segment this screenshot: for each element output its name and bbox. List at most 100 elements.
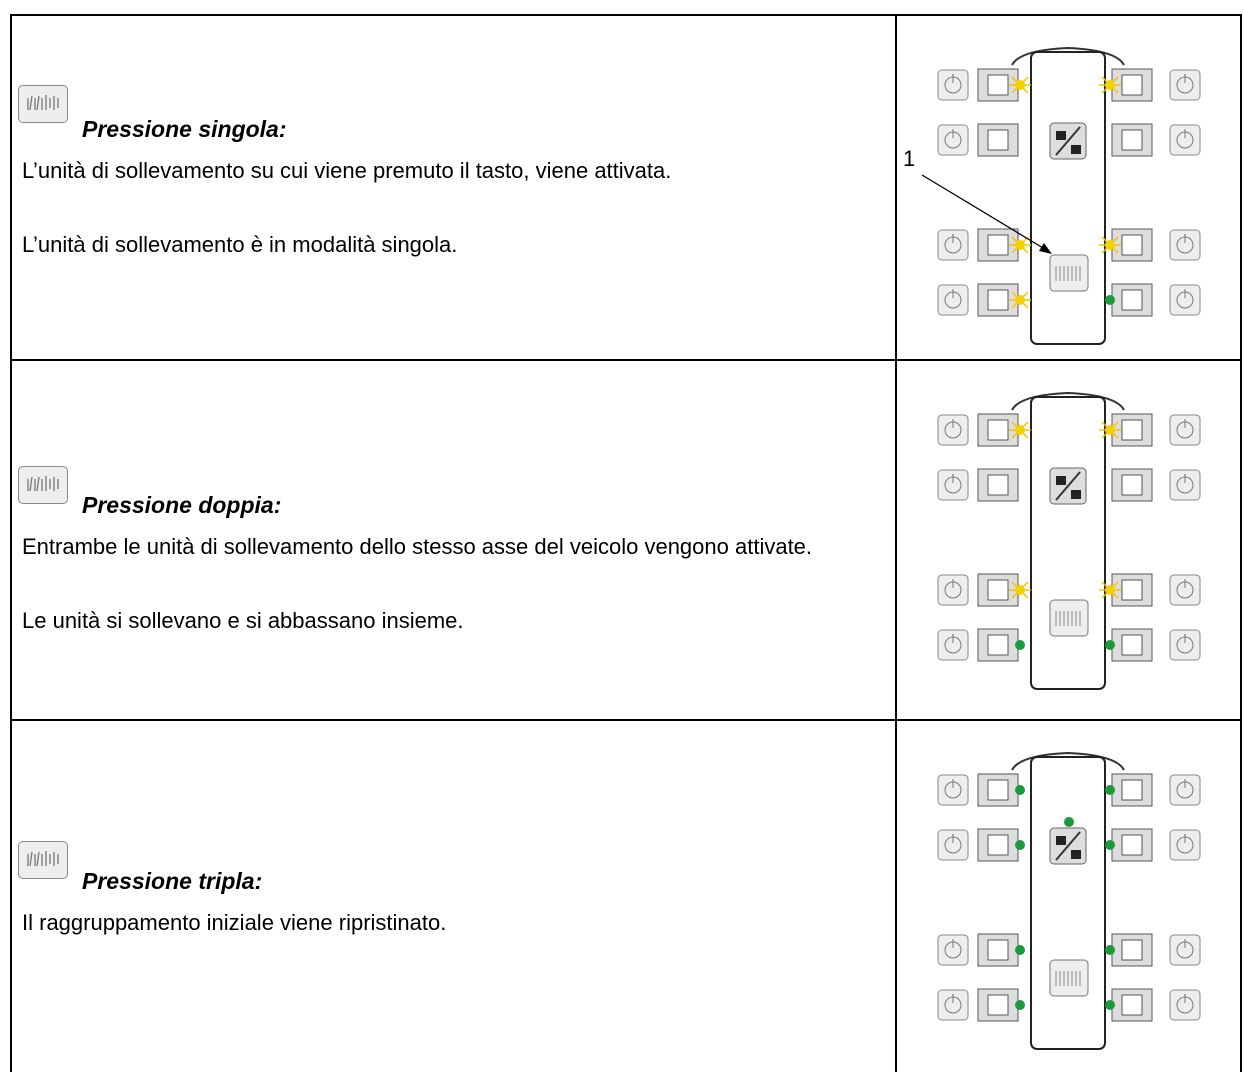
- indicator-light: [1105, 240, 1115, 250]
- indicator-light: [1015, 640, 1025, 650]
- power-button: [937, 829, 969, 861]
- lock-glyph: [1071, 490, 1081, 499]
- power-button: [937, 414, 969, 446]
- power-button: [1169, 829, 1201, 861]
- lift-unit-inner: [1121, 939, 1143, 961]
- lift-unit-inner: [1121, 129, 1143, 151]
- lift-unit-inner: [1121, 419, 1143, 441]
- icon-glyph: [27, 476, 59, 492]
- indicator-light: [1105, 840, 1115, 850]
- power-button: [1169, 989, 1201, 1021]
- indicator-light: [1015, 840, 1025, 850]
- lift-unit-inner: [1121, 289, 1143, 311]
- lift-unit-inner: [987, 779, 1009, 801]
- power-button: [937, 574, 969, 606]
- paragraph: Entrambe le unità di sollevamento dello …: [22, 534, 813, 559]
- vehicle-diagram: [937, 391, 1201, 690]
- row-title: Pressione doppia:: [82, 492, 282, 518]
- vehicle-body: [1030, 396, 1106, 690]
- indicator-light: [1105, 785, 1115, 795]
- lock-glyph: [1056, 836, 1066, 845]
- lift-unit-inner: [987, 474, 1009, 496]
- group-button: [1049, 599, 1089, 637]
- power-button: [937, 124, 969, 156]
- callout-label: 1: [903, 146, 916, 171]
- callout-arrow: [921, 174, 1049, 252]
- vehicle-diagram: [921, 46, 1201, 345]
- power-button: [937, 229, 969, 261]
- power-button: [1169, 124, 1201, 156]
- lift-unit: [1111, 468, 1153, 502]
- callout-arrowhead: [1039, 243, 1052, 254]
- indicator-light: [1105, 585, 1115, 595]
- indicator-light: [1064, 817, 1074, 827]
- lift-unit-inner: [1121, 779, 1143, 801]
- lock-glyph: [1056, 476, 1066, 485]
- lock-glyph: [1055, 831, 1081, 861]
- indicator-light: [1015, 945, 1025, 955]
- lift-unit-inner: [1121, 234, 1143, 256]
- power-button: [1169, 469, 1201, 501]
- lift-unit-inner: [1121, 579, 1143, 601]
- lift-unit-inner: [1121, 474, 1143, 496]
- vehicle-body: [1030, 51, 1106, 345]
- power-button: [1169, 414, 1201, 446]
- power-button: [937, 989, 969, 1021]
- power-button: [1169, 774, 1201, 806]
- icon-glyph: [27, 95, 59, 111]
- button-icon: [18, 466, 68, 504]
- indicator-light: [1015, 1000, 1025, 1010]
- power-button: [937, 69, 969, 101]
- lift-unit-inner: [987, 579, 1009, 601]
- power-button: [937, 774, 969, 806]
- indicator-light: [1105, 640, 1115, 650]
- lift-unit-inner: [987, 289, 1009, 311]
- indicator-light: [1015, 295, 1025, 305]
- indicator-light: [1015, 240, 1025, 250]
- power-button: [937, 284, 969, 316]
- indicator-light: [1105, 80, 1115, 90]
- lift-unit-inner: [987, 129, 1009, 151]
- power-button: [937, 629, 969, 661]
- vehicle-bar: [1011, 391, 1125, 411]
- power-button: [1169, 934, 1201, 966]
- indicator-light: [1015, 585, 1025, 595]
- group-button: [1049, 254, 1089, 292]
- paragraph: Le unità si sollevano e si abbassano ins…: [22, 608, 464, 633]
- lift-unit-inner: [987, 234, 1009, 256]
- icon-glyph: [27, 851, 59, 867]
- lock-glyph: [1071, 850, 1081, 859]
- row-title: Pressione tripla:: [82, 868, 263, 894]
- lift-unit-inner: [987, 834, 1009, 856]
- power-button: [1169, 69, 1201, 101]
- power-button: [1169, 229, 1201, 261]
- power-button: [937, 469, 969, 501]
- button-icon: [18, 85, 68, 123]
- lock-glyph: [1071, 145, 1081, 154]
- lock-glyph: [1055, 471, 1081, 501]
- lift-unit-inner: [1121, 994, 1143, 1016]
- paragraph: Il raggruppamento iniziale viene riprist…: [22, 910, 447, 935]
- lift-unit-inner: [987, 634, 1009, 656]
- lock-glyph: [1055, 126, 1081, 156]
- lift-unit-inner: [1121, 74, 1143, 96]
- vehicle-bar: [1011, 46, 1125, 66]
- lift-unit-inner: [987, 939, 1009, 961]
- indicator-light: [1015, 80, 1025, 90]
- lock-glyph: [1056, 131, 1066, 140]
- power-button: [1169, 629, 1201, 661]
- paragraph: L’unità di sollevamento è in modalità si…: [22, 232, 458, 257]
- power-button: [1169, 574, 1201, 606]
- button-icon: [18, 841, 68, 879]
- indicator-light: [1105, 295, 1115, 305]
- row-title: Pressione singola:: [82, 116, 287, 142]
- lift-unit-inner: [1121, 834, 1143, 856]
- lift-unit-inner: [987, 994, 1009, 1016]
- vehicle-bar: [1011, 751, 1125, 771]
- power-button: [1169, 284, 1201, 316]
- group-button: [1049, 959, 1089, 997]
- indicator-light: [1105, 1000, 1115, 1010]
- lift-unit-inner: [987, 74, 1009, 96]
